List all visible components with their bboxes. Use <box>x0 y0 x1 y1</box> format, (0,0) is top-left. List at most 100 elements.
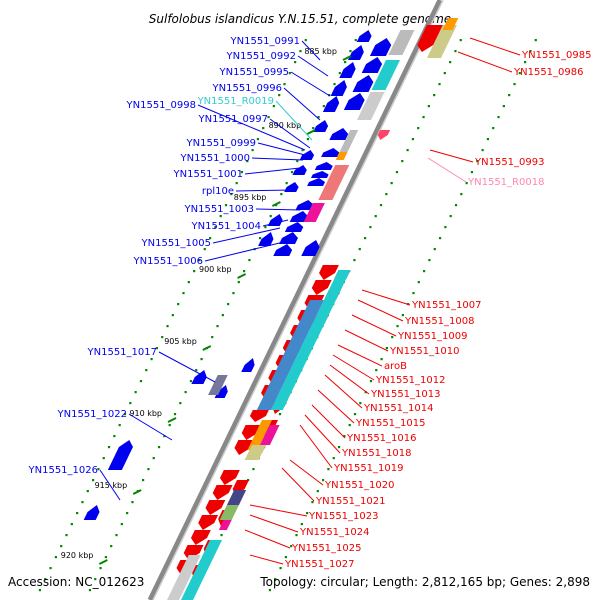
plus-gene-arrow <box>273 244 293 256</box>
gene-block-navy <box>226 490 247 505</box>
track-dot <box>88 589 92 592</box>
track-dot <box>322 479 325 482</box>
plus-outer-arrow <box>339 62 356 78</box>
gene-labels: YN1551_0991 YN1551_0992 YN1551_0995 YN1551_… <box>28 36 592 570</box>
track-dot <box>301 149 304 152</box>
right-gene-label: YN1551_0986 <box>513 67 584 78</box>
left-gene-label: YN1551_0997 <box>198 114 269 125</box>
track-dot <box>280 193 283 196</box>
left-gene-label: YN1551_1001 <box>173 169 244 180</box>
track-dot <box>369 380 373 383</box>
map-title: Sulfolobus islandicus Y.N.15.51, complet… <box>149 12 451 26</box>
right-gene-label: YN1551_1023 <box>308 511 379 522</box>
track-dot <box>258 237 262 240</box>
gene-block-magenta <box>218 520 232 530</box>
left-gene-label: YN1551_0991 <box>230 36 301 47</box>
rna-gene-arrow <box>377 130 391 140</box>
track-dot <box>269 215 272 218</box>
minus-gene-arrow <box>212 485 233 500</box>
track-dot <box>327 468 330 471</box>
left-gene-label: YN1551_1026 <box>28 465 99 476</box>
backbone-line <box>147 0 443 600</box>
track-dot <box>459 39 462 42</box>
tick-label: 920 kbp <box>61 551 94 560</box>
track-dot <box>401 314 404 317</box>
plus-outer-arrow <box>299 150 315 160</box>
track-dot <box>279 567 282 570</box>
plus-gene-arrow <box>314 162 333 170</box>
track-dot <box>359 402 362 405</box>
track-dot <box>316 490 319 493</box>
leader-line <box>317 389 355 424</box>
track-dot <box>300 523 303 526</box>
track-dot <box>460 193 463 196</box>
right-gene-label: YN1551_1009 <box>397 331 468 342</box>
track-dot <box>221 314 224 317</box>
track-dot <box>438 83 441 86</box>
accession-text: Accession: NC_012623 <box>8 575 144 589</box>
plus-outer-arrow <box>330 80 347 96</box>
track-dot <box>385 347 388 350</box>
track-dot <box>380 358 383 361</box>
track-dot <box>150 358 153 361</box>
leader-line <box>301 40 321 61</box>
track-dot <box>54 556 57 559</box>
track-dot <box>38 589 42 592</box>
plus-gene-arrow <box>301 240 320 256</box>
track-dot <box>182 292 185 295</box>
minus-gene-arrow <box>319 265 339 280</box>
track-dot <box>312 127 315 130</box>
gene-block-magenta <box>303 203 325 222</box>
track-dot <box>76 512 79 515</box>
leader-line <box>304 414 341 454</box>
track-dot <box>422 116 425 119</box>
track-dot <box>142 479 145 482</box>
tick-label: 895 kbp <box>234 193 267 202</box>
track-dot <box>184 391 187 394</box>
track-dot <box>219 215 222 218</box>
track-dot <box>524 61 527 64</box>
track-dot <box>294 61 297 64</box>
tick-label: 885 kbp <box>304 47 337 56</box>
right-gene-label: YN1551_1016 <box>346 433 417 444</box>
leader-line <box>283 87 321 121</box>
track-dot <box>243 270 246 273</box>
gene-block-orange <box>335 152 348 160</box>
gene-block-salmon <box>318 165 350 200</box>
tick-label: 910 kbp <box>129 409 162 418</box>
left-gene-label: YN1551_1000 <box>180 153 251 164</box>
gene-block-cyan <box>371 60 400 90</box>
track-dot <box>285 182 288 185</box>
plus-outer-arrow <box>267 214 283 226</box>
track-dot <box>107 446 111 449</box>
track-dot <box>353 413 357 416</box>
leader-line <box>429 149 474 163</box>
track-dot <box>508 94 511 97</box>
track-dot <box>193 270 196 273</box>
track-dot <box>358 248 361 251</box>
track-dot <box>120 523 123 526</box>
gene-block-khaki <box>426 25 457 58</box>
track-dot <box>49 567 52 570</box>
track-dot <box>118 424 121 427</box>
track-dot <box>274 578 277 581</box>
leader-line <box>457 51 513 73</box>
track-dot <box>235 182 238 185</box>
gene-block-gray <box>388 30 415 55</box>
track-dot <box>306 512 309 515</box>
track-dot <box>272 105 275 108</box>
track-dot <box>65 534 68 537</box>
track-dot <box>81 501 84 504</box>
track-dot <box>401 160 404 163</box>
tick-mark <box>132 489 142 495</box>
leader-line <box>158 351 216 383</box>
track-dot <box>97 468 100 471</box>
track-dot <box>529 50 532 53</box>
track-dot <box>343 435 346 438</box>
right-gene-label: YN1551_0993 <box>474 157 545 168</box>
track-dot <box>454 50 457 53</box>
track-dot <box>518 72 521 75</box>
left-gene-label: YN1551_1003 <box>184 204 255 215</box>
track-dot <box>369 226 372 229</box>
